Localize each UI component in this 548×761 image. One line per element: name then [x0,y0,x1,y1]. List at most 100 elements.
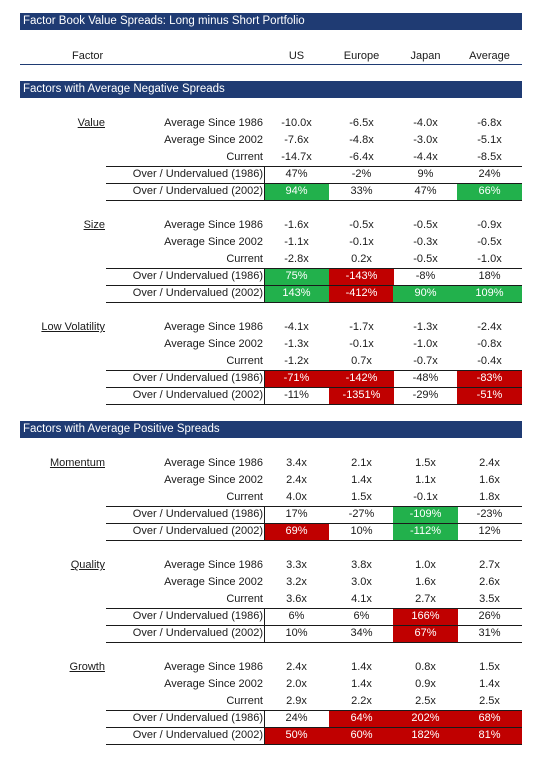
value-cell: 67% [393,625,458,642]
row-label: Over / Undervalued (1986) [132,508,263,520]
row-divider [106,302,522,303]
table-row: Over / Undervalued (1986) 6% 6% 166% 26% [0,608,548,625]
value-cell: 202% [393,710,458,727]
value-cell: 2.5x [415,695,436,707]
value-cell: -2.8x [284,253,309,265]
value-cell: 75% [264,268,329,285]
table-row: Over / Undervalued (1986) 17% -27% -109% -23… [0,506,548,523]
row-divider [106,727,522,728]
row-label: Average Since 2002 [164,134,263,146]
table-row: Over / Undervalued (1986) 47% -2% 9% 24% [0,166,548,183]
value-cell: 1.8x [479,491,500,503]
table-row: Current 4.0x 1.5x -0.1x 1.8x [0,489,548,506]
row-label: Over / Undervalued (1986) [132,712,263,724]
value-cell: -3.0x [413,134,438,146]
row-label: Average Since 2002 [164,576,263,588]
value-cell: 69% [264,523,329,540]
value-cell: 18% [478,270,501,282]
value-cell: 0.2x [351,253,372,265]
value-cell: -1.1x [284,236,309,248]
value-cell: 1.4x [351,661,372,673]
value-cell: 66% [457,183,522,200]
value-cell: 1.5x [351,491,372,503]
row-divider [106,642,522,643]
value-cell: -0.5x [349,219,374,231]
row-label: Over / Undervalued (2002) [132,389,263,401]
row-label: Over / Undervalued (1986) [132,372,263,384]
value-cell: -0.1x [349,338,374,350]
row-divider [106,540,522,541]
row-divider [106,183,522,184]
table-row: Over / Undervalued (1986) 24% 64% 202% 68% [0,710,548,727]
value-cell: -10.0x [281,117,312,129]
table-row: Value Average Since 1986 -10.0x -6.5x -4.0x -… [0,115,548,132]
value-cell: 166% [393,608,458,625]
row-label: Current [226,491,263,503]
table-row: Current -2.8x 0.2x -0.5x -1.0x [0,251,548,268]
factor-name: Quality [70,559,105,571]
value-cell: 47% [285,168,308,180]
value-cell: -83% [457,370,522,387]
value-cell: 2.7x [415,593,436,605]
factor-name: Growth [69,661,105,673]
value-cell: 1.4x [351,474,372,486]
value-cell: -0.4x [477,355,502,367]
table-row: Current -1.2x 0.7x -0.7x -0.4x [0,353,548,370]
row-label: Average Since 1986 [164,457,263,469]
value-cell: -412% [329,285,394,302]
column-header-europe: Europe [343,50,380,62]
value-cell: 182% [393,727,458,744]
value-cell: -48% [412,372,439,384]
value-cell: 3.2x [286,576,307,588]
row-label: Average Since 1986 [164,117,263,129]
value-cell: 4.1x [351,593,372,605]
value-cell: -7.6x [284,134,309,146]
value-cell: 3.4x [286,457,307,469]
value-cell: -1.0x [413,338,438,350]
value-cell: 1.5x [415,457,436,469]
value-cell: -1.0x [477,253,502,265]
value-cell: 1.0x [415,559,436,571]
value-cell: 4.0x [286,491,307,503]
row-label: Average Since 1986 [164,559,263,571]
value-cell: -8% [415,270,436,282]
value-cell: 143% [264,285,329,302]
value-cell: -4.0x [413,117,438,129]
row-label: Current [226,151,263,163]
value-cell: -1.3x [284,338,309,350]
value-cell: -0.3x [413,236,438,248]
table-row: Average Since 2002 2.0x 1.4x 0.9x 1.4x [0,676,548,693]
value-cell: 90% [393,285,458,302]
table-row: Over / Undervalued (2002) 69% 10% -112% 12% [0,523,548,540]
value-cell: 33% [350,185,373,197]
row-divider [106,710,522,711]
row-divider [106,404,522,405]
value-cell: 24% [285,712,308,724]
row-label: Current [226,253,263,265]
value-cell: 6% [353,610,370,622]
value-cell: -71% [264,370,329,387]
table-row: Current 2.9x 2.2x 2.5x 2.5x [0,693,548,710]
factor-name: Size [83,219,105,231]
value-cell: -142% [329,370,394,387]
row-label: Average Since 2002 [164,338,263,350]
value-cell: 9% [417,168,434,180]
value-cell: 1.4x [351,678,372,690]
value-cell: 3.3x [286,559,307,571]
value-cell: 64% [329,710,394,727]
table-row: Average Since 2002 -7.6x -4.8x -3.0x -5.1x [0,132,548,149]
row-label: Over / Undervalued (2002) [132,287,263,299]
value-cell: -1.7x [349,321,374,333]
value-cell: -1.3x [413,321,438,333]
value-cell: -0.7x [413,355,438,367]
table-row: Current 3.6x 4.1x 2.7x 3.5x [0,591,548,608]
row-divider [106,523,522,524]
row-label: Over / Undervalued (2002) [132,729,263,741]
row-label: Average Since 1986 [164,661,263,673]
value-cell: -6.4x [349,151,374,163]
value-cell: -0.5x [477,236,502,248]
value-cell: 10% [285,627,308,639]
column-divider [264,608,265,642]
value-cell: -6.5x [349,117,374,129]
value-cell: 2.7x [479,559,500,571]
